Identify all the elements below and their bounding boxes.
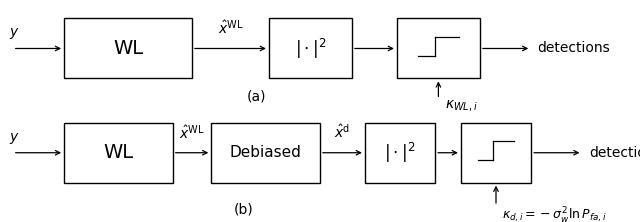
Text: WL: WL xyxy=(113,39,143,58)
Text: (b): (b) xyxy=(234,202,253,216)
Bar xyxy=(64,123,173,183)
Text: y: y xyxy=(10,129,18,143)
Text: $|\cdot|^2$: $|\cdot|^2$ xyxy=(384,141,416,165)
Text: $\hat{x}^{\mathrm{WL}}$: $\hat{x}^{\mathrm{WL}}$ xyxy=(218,19,243,37)
Text: y: y xyxy=(10,25,18,39)
Bar xyxy=(461,123,531,183)
Bar xyxy=(64,18,192,79)
Text: detections: detections xyxy=(589,146,640,160)
Text: detections: detections xyxy=(538,42,611,56)
Text: $\kappa_{d,i} = -\sigma_w^2 \ln P_{fa,i}$: $\kappa_{d,i} = -\sigma_w^2 \ln P_{fa,i}… xyxy=(502,206,607,222)
Bar xyxy=(397,18,480,79)
Bar xyxy=(211,123,320,183)
Bar xyxy=(269,18,352,79)
Bar xyxy=(365,123,435,183)
Text: (a): (a) xyxy=(246,90,266,104)
Text: $\kappa_{WL,i}$: $\kappa_{WL,i}$ xyxy=(445,99,477,114)
Text: $|\cdot|^2$: $|\cdot|^2$ xyxy=(294,36,326,61)
Text: WL: WL xyxy=(103,143,134,162)
Text: Debiased: Debiased xyxy=(230,145,301,160)
Text: $\hat{x}^{\mathrm{WL}}$: $\hat{x}^{\mathrm{WL}}$ xyxy=(179,123,205,141)
Text: $\hat{x}^{\mathrm{d}}$: $\hat{x}^{\mathrm{d}}$ xyxy=(334,123,351,141)
